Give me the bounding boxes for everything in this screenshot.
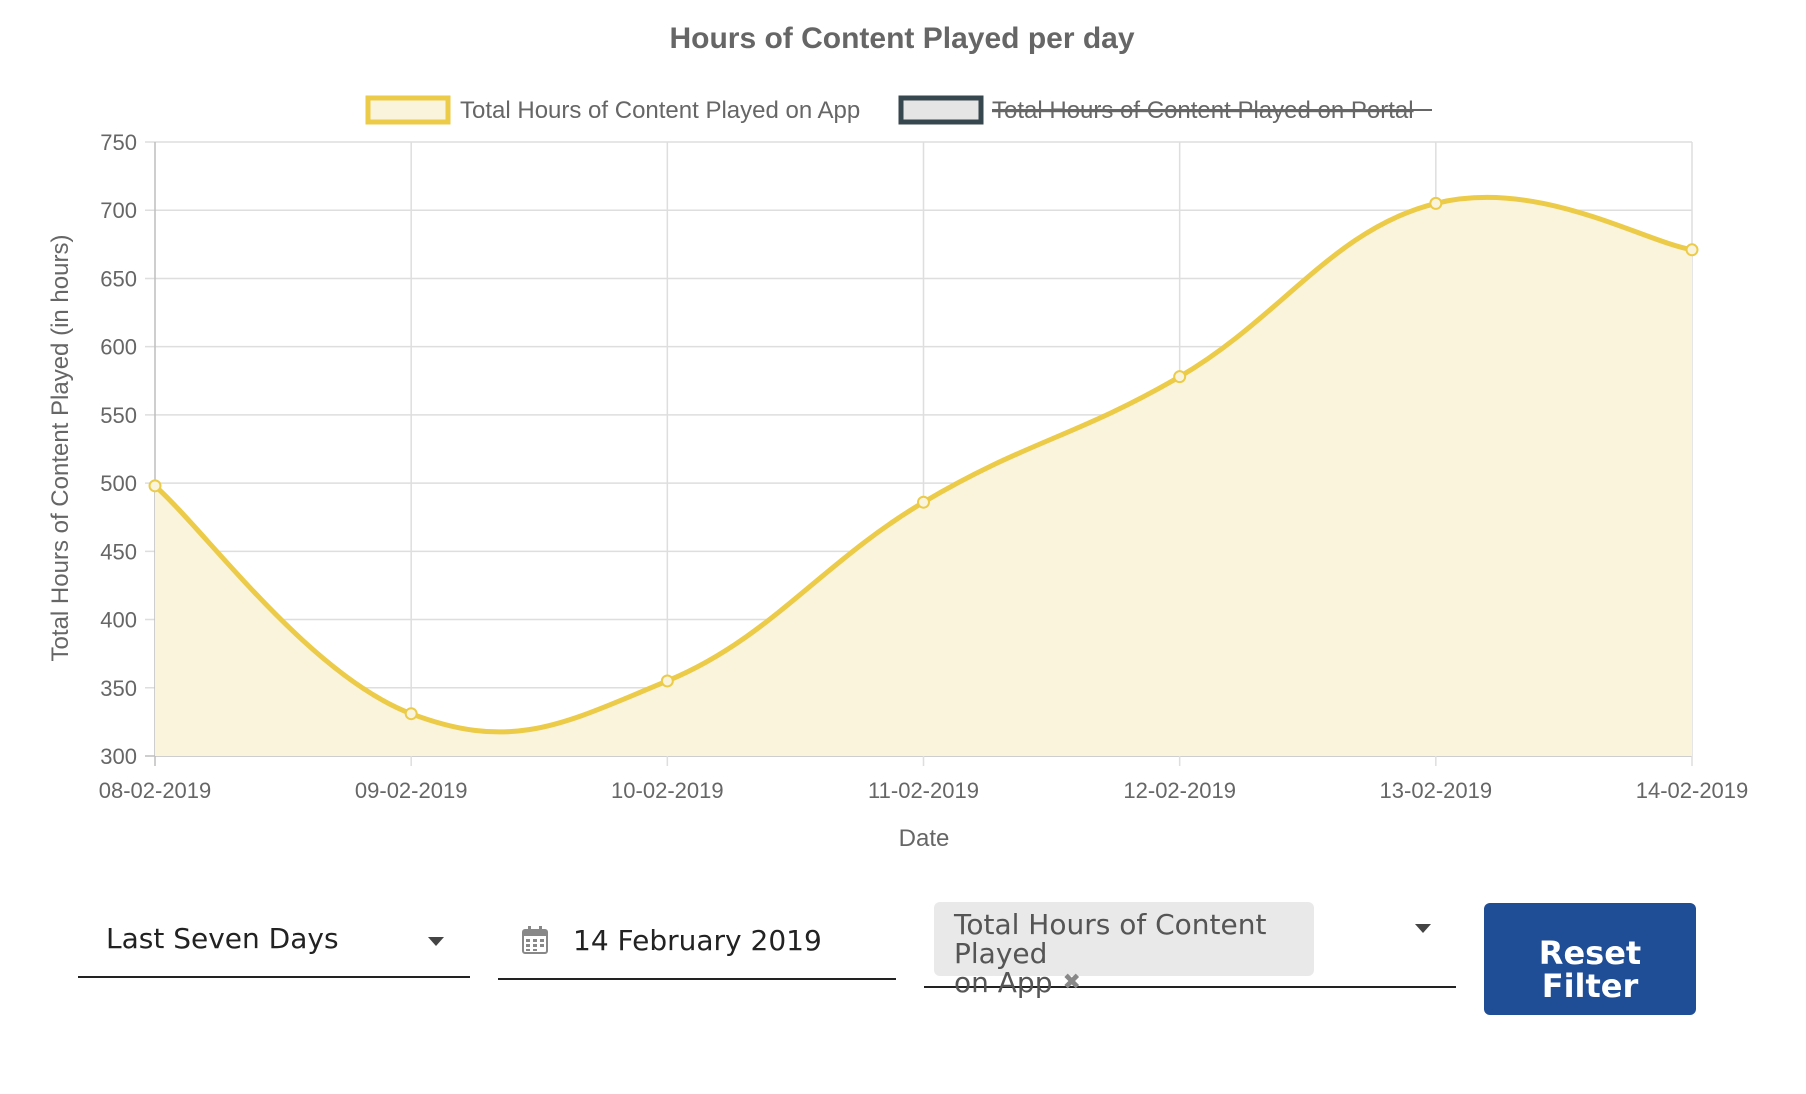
y-tick-label: 400 xyxy=(100,608,137,633)
y-tick-label: 700 xyxy=(100,198,137,223)
chevron-down-icon xyxy=(1415,924,1431,933)
data-point xyxy=(148,479,162,493)
filter-bar: Last Seven Days 14 February 2019 Total H… xyxy=(0,880,1806,1040)
x-tick-label: 11-02-2019 xyxy=(868,778,979,803)
data-point xyxy=(1429,196,1443,210)
range-select[interactable]: Last Seven Days xyxy=(78,902,470,978)
data-point xyxy=(1173,370,1187,384)
y-axis-ticks: 750 700 650 600 550 500 450 400 350 300 xyxy=(100,130,137,769)
y-tick-label: 600 xyxy=(100,335,137,360)
y-tick-label: 300 xyxy=(100,744,137,769)
series-chip-label-line2: on App xyxy=(954,966,1053,999)
y-tick-label: 750 xyxy=(100,130,137,155)
chart-title: Hours of Content Played per day xyxy=(669,22,1134,55)
date-picker-value: 14 February 2019 xyxy=(573,924,822,957)
x-tick-label: 08-02-2019 xyxy=(99,778,212,803)
close-icon[interactable]: ✖ xyxy=(1062,970,1081,995)
data-point xyxy=(1685,243,1699,257)
series-chip-label-line1: Total Hours of Content Played xyxy=(954,908,1267,970)
legend-swatch-app xyxy=(365,95,451,125)
x-axis-label: Date xyxy=(899,825,950,852)
x-axis-ticks: 08-02-2019 09-02-2019 10-02-2019 11-02-2019… xyxy=(99,778,1749,803)
legend-swatch-portal xyxy=(898,95,984,125)
legend-label-app: Total Hours of Content Played on App xyxy=(460,97,860,124)
y-tick-label: 500 xyxy=(100,471,137,496)
y-tick-label: 650 xyxy=(100,266,137,291)
chevron-down-icon xyxy=(428,937,444,946)
series-area-fill xyxy=(155,197,1692,757)
x-tick-label: 09-02-2019 xyxy=(355,778,468,803)
calendar-icon xyxy=(522,926,548,954)
series-chip: Total Hours of Content Played on App ✖ xyxy=(934,902,1314,997)
reset-filter-label-line1: Reset xyxy=(1538,933,1642,972)
x-tick-label: 12-02-2019 xyxy=(1123,778,1236,803)
reset-filter-button[interactable]: Reset Filter xyxy=(1484,903,1696,1015)
data-point xyxy=(660,674,674,688)
x-tick-label: 13-02-2019 xyxy=(1380,778,1493,803)
y-tick-label: 450 xyxy=(100,539,137,564)
chart: Hours of Content Played per day Total Ho… xyxy=(47,22,1749,852)
data-point xyxy=(404,707,418,721)
series-select[interactable]: Total Hours of Content Played on App ✖ xyxy=(924,902,1456,997)
range-select-value: Last Seven Days xyxy=(106,922,339,955)
data-point xyxy=(917,495,930,509)
data-points xyxy=(148,196,1699,721)
x-tick-label: 14-02-2019 xyxy=(1636,778,1749,803)
legend-item-portal[interactable]: Total Hours of Content Played on Portal xyxy=(898,95,1432,125)
date-picker[interactable]: 14 February 2019 xyxy=(498,902,896,980)
legend: Total Hours of Content Played on App Tot… xyxy=(365,95,1432,125)
x-tick-label: 10-02-2019 xyxy=(611,778,724,803)
y-tick-label: 550 xyxy=(100,403,137,428)
reset-filter-label-line2: Filter xyxy=(1541,966,1639,1005)
legend-item-app[interactable]: Total Hours of Content Played on App xyxy=(365,95,860,125)
y-axis-label: Total Hours of Content Played (in hours) xyxy=(47,235,74,662)
y-tick-label: 350 xyxy=(100,676,137,701)
